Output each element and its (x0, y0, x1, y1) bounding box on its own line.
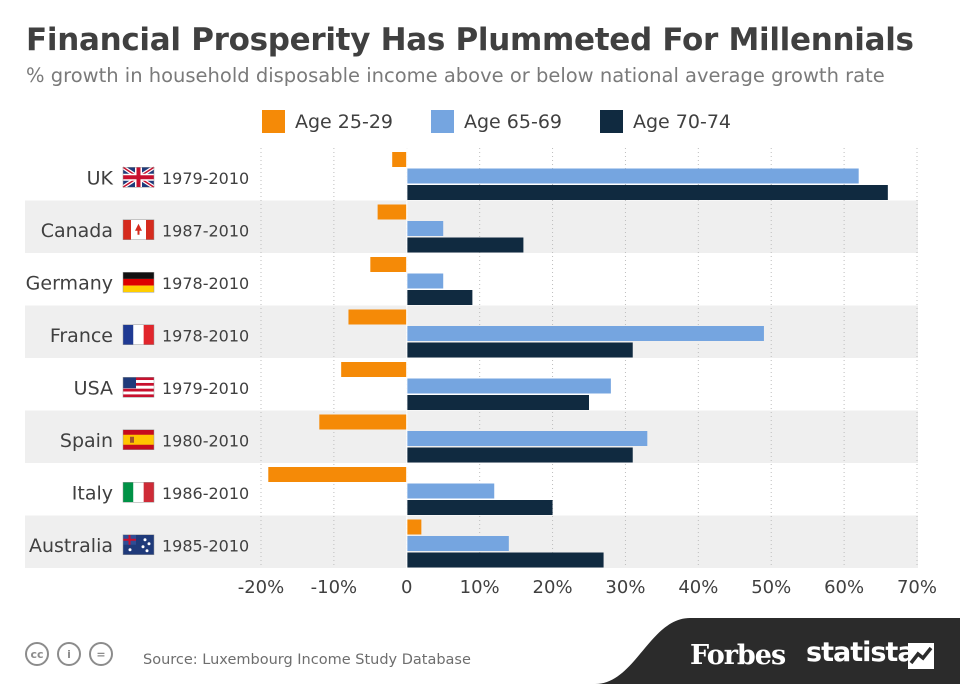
bar-age-70-74 (406, 342, 633, 358)
bar-age-25-29 (406, 519, 422, 535)
italy-flag-icon (122, 482, 155, 503)
bar-age-65-69 (406, 536, 509, 551)
bar-age-25-29 (348, 309, 407, 325)
bar-age-70-74 (406, 185, 888, 200)
chart-title: Financial Prosperity Has Plummeted For M… (26, 22, 914, 58)
canada-flag-icon (122, 219, 155, 240)
bar-age-25-29 (392, 152, 407, 167)
license-icons: cc i = (25, 642, 113, 666)
category-label: Germany (26, 272, 113, 294)
chart-subtitle: % growth in household disposable income … (26, 64, 885, 87)
bar-age-65-69 (406, 378, 611, 394)
bar-age-65-69 (406, 221, 444, 236)
legend-item-age-65-69: Age 65-69 (431, 110, 562, 133)
statista-logo: statista (806, 637, 916, 668)
bar-age-65-69 (406, 326, 764, 341)
france-flag-icon (122, 324, 155, 345)
bar-age-70-74 (406, 237, 524, 253)
bar-age-65-69 (406, 483, 495, 499)
forbes-logo: Forbes (690, 640, 786, 671)
usa-flag-icon (122, 377, 155, 398)
period-label: 1978-2010 (162, 326, 249, 345)
period-label: 1979-2010 (162, 379, 249, 398)
period-label: 1978-2010 (162, 274, 249, 293)
x-tick-label: 50% (751, 577, 791, 598)
bar-age-25-29 (341, 362, 407, 377)
x-tick-label: -10% (311, 577, 358, 598)
legend-swatch-age-25-29 (262, 110, 285, 133)
category-label: Australia (29, 535, 113, 557)
x-tick-label: 0 (401, 577, 412, 598)
period-label: 1987-2010 (162, 221, 249, 240)
legend-label-age-70-74: Age 70-74 (633, 110, 731, 133)
creative-commons-icon: cc (25, 642, 49, 666)
bar-age-25-29 (377, 204, 407, 220)
bar-age-65-69 (406, 431, 648, 446)
legend-label-age-65-69: Age 65-69 (464, 110, 562, 133)
australia-flag-icon (122, 534, 155, 555)
x-tick-label: 10% (460, 577, 500, 598)
x-tick-label: 40% (678, 577, 718, 598)
category-label: France (50, 325, 113, 347)
period-label: 1979-2010 (162, 169, 249, 188)
x-tick-label: 20% (533, 577, 573, 598)
category-label: UK (87, 167, 114, 189)
bar-age-70-74 (406, 395, 589, 410)
period-label: 1986-2010 (162, 484, 249, 503)
category-label: Spain (60, 430, 113, 452)
bar-age-65-69 (406, 168, 859, 184)
x-tick-label: 60% (824, 577, 864, 598)
bar-age-70-74 (406, 447, 633, 463)
no-derivatives-icon: = (89, 642, 113, 666)
germany-flag-icon (122, 272, 155, 293)
bar-age-25-29 (370, 257, 407, 272)
period-label: 1985-2010 (162, 536, 249, 555)
category-label: Canada (41, 220, 113, 242)
bar-age-70-74 (406, 290, 473, 305)
brand-band (595, 618, 960, 684)
legend: Age 25-29 Age 65-69 Age 70-74 (262, 110, 769, 133)
x-tick-label: 30% (605, 577, 645, 598)
source-note: Source: Luxembourg Income Study Database (143, 652, 471, 668)
legend-swatch-age-65-69 (431, 110, 454, 133)
uk-flag-icon (121, 165, 156, 189)
bar-age-25-29 (319, 414, 407, 430)
attribution-icon: i (57, 642, 81, 666)
bar-age-70-74 (406, 552, 604, 568)
legend-item-age-25-29: Age 25-29 (262, 110, 393, 133)
spain-flag-icon (122, 429, 155, 450)
legend-label-age-25-29: Age 25-29 (295, 110, 393, 133)
legend-swatch-age-70-74 (600, 110, 623, 133)
x-tick-label: 70% (897, 577, 937, 598)
bar-age-65-69 (406, 273, 444, 289)
x-tick-label: -20% (238, 577, 285, 598)
category-label: Italy (72, 482, 113, 504)
legend-item-age-70-74: Age 70-74 (600, 110, 731, 133)
statista-mark-icon (908, 643, 934, 669)
category-label: USA (74, 377, 113, 399)
period-label: 1980-2010 (162, 431, 249, 450)
bar-age-25-29 (268, 467, 407, 482)
bar-age-70-74 (406, 500, 553, 515)
